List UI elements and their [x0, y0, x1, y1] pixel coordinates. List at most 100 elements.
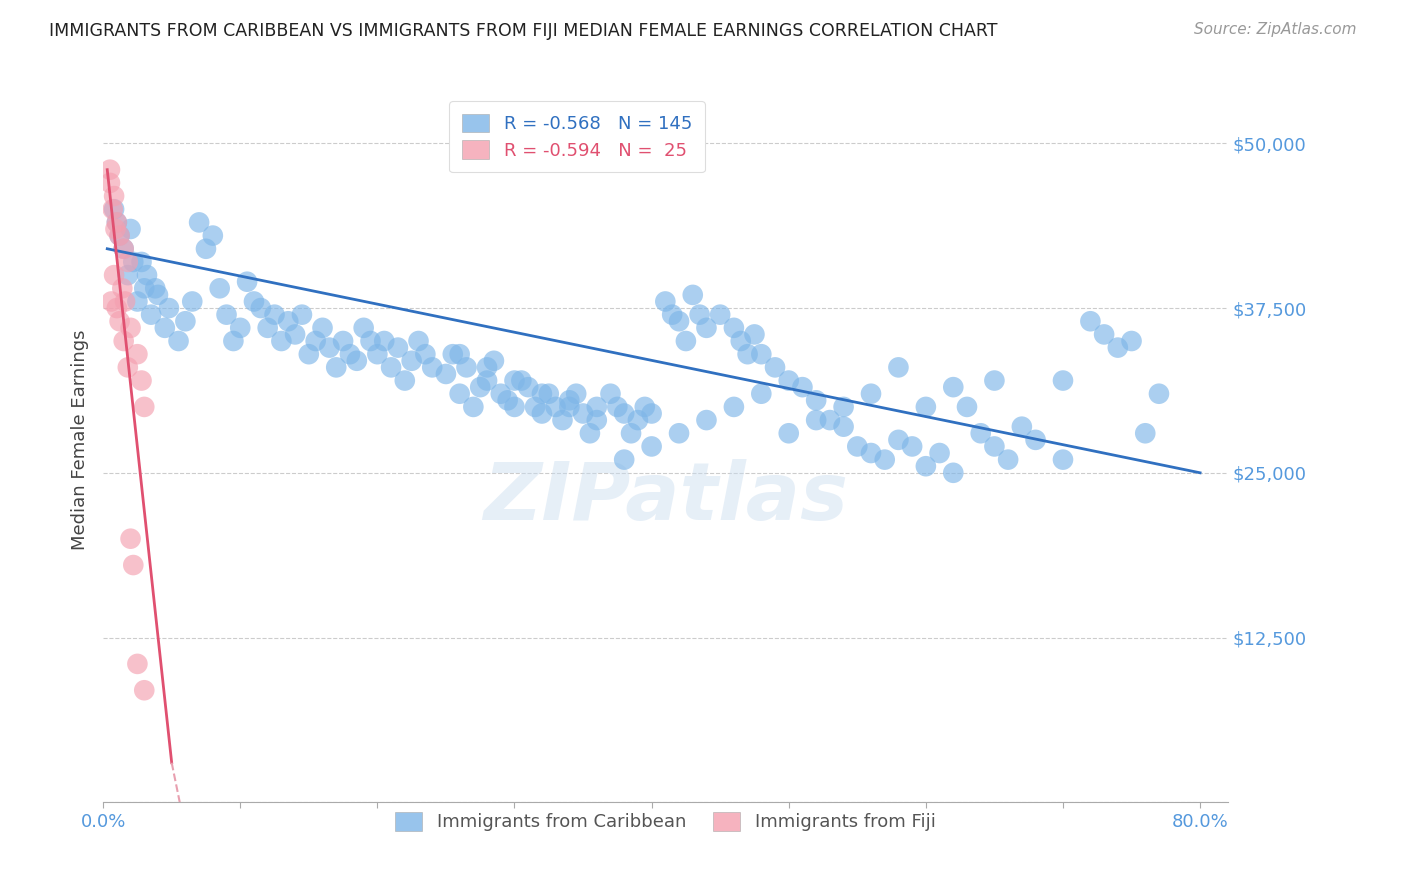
Point [517, 380, 540, 394]
Point [117, 268, 139, 282]
Point [723, 321, 745, 335]
Point [277, 314, 299, 328]
Point [832, 400, 855, 414]
Point [114, 294, 136, 309]
Point [730, 334, 752, 348]
Point [332, 334, 354, 348]
Point [475, 374, 498, 388]
Point [181, 294, 204, 309]
Point [804, 393, 827, 408]
Point [489, 386, 512, 401]
Point [136, 268, 159, 282]
Point [749, 386, 772, 401]
Point [778, 374, 800, 388]
Point [174, 314, 197, 328]
Point [928, 446, 950, 460]
Point [503, 400, 526, 414]
Point [709, 308, 731, 322]
Point [134, 683, 156, 698]
Point [434, 367, 457, 381]
Point [103, 268, 125, 282]
Point [108, 314, 131, 328]
Point [100, 294, 122, 309]
Point [120, 222, 142, 236]
Point [668, 314, 690, 328]
Point [675, 334, 697, 348]
Point [284, 327, 307, 342]
Point [915, 400, 938, 414]
Point [846, 439, 869, 453]
Point [763, 360, 786, 375]
Point [401, 353, 423, 368]
Point [105, 301, 128, 315]
Point [108, 228, 131, 243]
Point [463, 400, 485, 414]
Point [1011, 419, 1033, 434]
Point [325, 360, 347, 375]
Point [695, 413, 717, 427]
Point [387, 341, 409, 355]
Point [229, 321, 252, 335]
Point [482, 353, 505, 368]
Point [723, 400, 745, 414]
Legend: Immigrants from Caribbean, Immigrants from Fiji: Immigrants from Caribbean, Immigrants fr… [382, 799, 948, 844]
Point [120, 321, 142, 335]
Point [537, 386, 560, 401]
Point [311, 321, 333, 335]
Point [139, 308, 162, 322]
Point [1107, 341, 1129, 355]
Point [627, 413, 650, 427]
Point [291, 308, 314, 322]
Point [792, 380, 814, 394]
Point [654, 294, 676, 309]
Point [503, 374, 526, 388]
Point [127, 347, 149, 361]
Point [744, 327, 766, 342]
Point [108, 228, 131, 243]
Point [380, 360, 402, 375]
Point [360, 334, 382, 348]
Point [585, 413, 607, 427]
Point [146, 288, 169, 302]
Point [887, 433, 910, 447]
Point [551, 413, 574, 427]
Point [695, 321, 717, 335]
Point [956, 400, 979, 414]
Point [122, 558, 145, 572]
Point [778, 426, 800, 441]
Point [579, 426, 602, 441]
Point [366, 347, 388, 361]
Point [122, 255, 145, 269]
Text: ZIPatlas: ZIPatlas [482, 458, 848, 537]
Point [305, 334, 328, 348]
Point [873, 452, 896, 467]
Point [441, 347, 464, 361]
Point [640, 439, 662, 453]
Point [134, 400, 156, 414]
Point [818, 413, 841, 427]
Point [689, 308, 711, 322]
Point [201, 228, 224, 243]
Point [1052, 374, 1074, 388]
Point [415, 347, 437, 361]
Point [470, 380, 492, 394]
Point [859, 446, 882, 460]
Point [408, 334, 430, 348]
Point [606, 400, 628, 414]
Point [449, 347, 471, 361]
Point [524, 400, 547, 414]
Point [127, 657, 149, 671]
Point [318, 341, 340, 355]
Point [120, 532, 142, 546]
Point [104, 222, 127, 236]
Point [117, 255, 139, 269]
Point [530, 407, 553, 421]
Point [475, 360, 498, 375]
Point [101, 202, 124, 217]
Point [103, 189, 125, 203]
Point [915, 459, 938, 474]
Point [585, 400, 607, 414]
Point [373, 334, 395, 348]
Point [112, 334, 135, 348]
Point [942, 466, 965, 480]
